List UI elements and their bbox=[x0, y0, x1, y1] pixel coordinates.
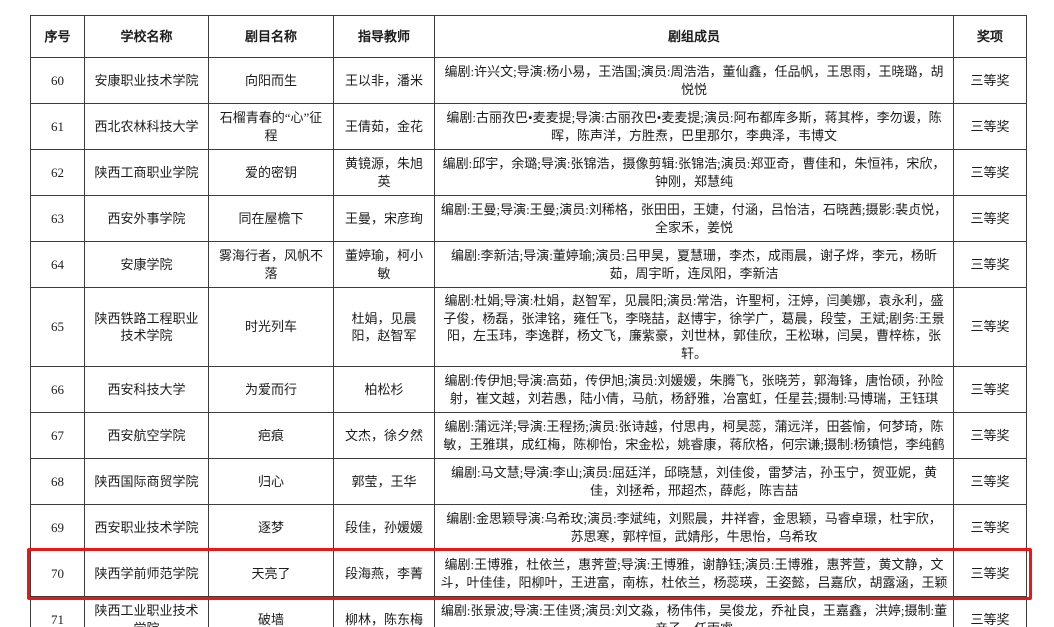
cell-award: 三等奖 bbox=[953, 103, 1027, 150]
cell-award: 三等奖 bbox=[953, 149, 1027, 196]
cell-serial-number: 63 bbox=[30, 195, 85, 242]
cell-crew-members: 编剧:杜娟;导演:杜娟，赵智军，见晨阳;演员:常浩，许聖柯，汪婷，闫美娜，袁永利… bbox=[434, 286, 954, 368]
cell-play-title: 雾海行者，风帆不落 bbox=[208, 241, 334, 288]
cell-award: 三等奖 bbox=[953, 57, 1027, 104]
cell-instructors: 王以非，潘米 bbox=[333, 57, 435, 104]
table-row: 61 西北农林科技大学 石榴青春的“心”征程 王倩茹，金花 编剧:古丽孜巴•麦麦提;导演… bbox=[30, 103, 1027, 150]
cell-play-title: 同在屋檐下 bbox=[208, 195, 334, 242]
cell-crew-members: 编剧:张景波;导演:王佳贤;演员:刘文淼，杨伟伟，吴俊龙，乔祉良，王嘉鑫，洪婷;… bbox=[434, 596, 954, 627]
table-row: 68 陕西国际商贸学院 归心 郭莹，王华 编剧:马文慧;导演:李山;演员:屈廷洋，邱晓慧… bbox=[30, 458, 1027, 506]
cell-school-name: 西安职业技术学院 bbox=[84, 504, 209, 552]
cell-school-name: 西安航空学院 bbox=[84, 412, 209, 460]
cell-instructors: 文杰，徐夕然 bbox=[333, 412, 435, 460]
cell-play-title: 石榴青春的“心”征程 bbox=[208, 103, 334, 150]
header-instructors: 指导教师 bbox=[333, 15, 435, 58]
table-row: 71陕西工业职业技术学院破墙柳林，陈东梅编剧:张景波;导演:王佳贤;演员:刘文淼… bbox=[30, 596, 1027, 627]
cell-award: 三等奖 bbox=[953, 241, 1027, 288]
cell-instructors: 柳林，陈东梅 bbox=[333, 596, 435, 627]
cell-serial-number: 66 bbox=[30, 366, 85, 414]
cell-crew-members: 编剧:古丽孜巴•麦麦提;导演:古丽孜巴•麦麦提;演员:阿布都库多斯，蒋其桦，李勿… bbox=[434, 103, 954, 150]
cell-award: 三等奖 bbox=[953, 458, 1027, 506]
cell-serial-number: 68 bbox=[30, 458, 85, 506]
cell-crew-members: 编剧:蒲远洋;导演:王程扬;演员:张诗越，付思冉，柯昊蕊，蒲远洋，田荟愉，何梦琦… bbox=[434, 412, 954, 460]
cell-play-title: 时光列车 bbox=[208, 286, 334, 368]
cell-school-name: 陕西铁路工程职业技术学院 bbox=[84, 286, 209, 368]
cell-school-name: 陕西国际商贸学院 bbox=[84, 458, 209, 506]
cell-award: 三等奖 bbox=[953, 550, 1027, 598]
cell-crew-members: 编剧:李新洁;导演:董婷瑜;演员:吕甲昊，夏慧珊，李杰，成雨晨，谢子烨，李元，杨… bbox=[434, 241, 954, 288]
cell-play-title: 破墙 bbox=[208, 596, 334, 627]
cell-crew-members: 编剧:金思颖导演:乌希玫;演员:李斌纯，刘熙晨，井祥睿，金思颖，马睿卓璟，杜宇欣… bbox=[434, 504, 954, 552]
header-play-title: 剧目名称 bbox=[208, 15, 334, 58]
cell-award: 三等奖 bbox=[953, 366, 1027, 414]
cell-instructors: 段海燕，李菁 bbox=[333, 550, 435, 598]
cell-award: 三等奖 bbox=[953, 596, 1027, 627]
cell-instructors: 王倩茹，金花 bbox=[333, 103, 435, 150]
cell-play-title: 为爱而行 bbox=[208, 366, 334, 414]
cell-serial-number: 62 bbox=[30, 149, 85, 196]
cell-crew-members: 编剧:王博雅，杜依兰，惠荠萱;导演:王博雅，谢静钰;演员:王博雅，惠荠萱，黄文静… bbox=[434, 550, 954, 598]
cell-play-title: 天亮了 bbox=[208, 550, 334, 598]
cell-instructors: 董婷瑜，柯小敏 bbox=[333, 241, 435, 288]
cell-award: 三等奖 bbox=[953, 286, 1027, 368]
cell-instructors: 杜娟，见晨阳，赵智军 bbox=[333, 286, 435, 368]
cell-serial-number: 65 bbox=[30, 286, 85, 368]
cell-school-name: 陕西学前师范学院 bbox=[84, 550, 209, 598]
table-row: 64 安康学院 雾海行者，风帆不落 董婷瑜，柯小敏 编剧:李新洁;导演:董婷瑜;演员:吕… bbox=[30, 241, 1027, 288]
table-row: 67 西安航空学院 疤痕 文杰，徐夕然 编剧:蒲远洋;导演:王程扬;演员:张诗越，付思冉… bbox=[30, 412, 1027, 460]
cell-school-name: 陕西工商职业学院 bbox=[84, 149, 209, 196]
cell-serial-number: 64 bbox=[30, 241, 85, 288]
table-row: 70 陕西学前师范学院 天亮了 段海燕，李菁 编剧:王博雅，杜依兰，惠荠萱;导演:王博雅… bbox=[30, 550, 1027, 598]
cell-instructors: 段佳，孙媛媛 bbox=[333, 504, 435, 552]
cell-crew-members: 编剧:许兴文;导演:杨小易，王浩国;演员:周浩浩，董仙鑫，任品帆，王思雨，王晓璐… bbox=[434, 57, 954, 104]
cell-play-title: 逐梦 bbox=[208, 504, 334, 552]
cell-crew-members: 编剧:邱宇，余璐;导演:张锦浩，摄像剪辑:张锦浩;演员:郑亚奇，曹佳和，朱恒祎，… bbox=[434, 149, 954, 196]
cell-award: 三等奖 bbox=[953, 412, 1027, 460]
header-school-name: 学校名称 bbox=[84, 15, 209, 58]
cell-serial-number: 70 bbox=[30, 550, 85, 598]
cell-school-name: 安康职业技术学院 bbox=[84, 57, 209, 104]
cell-instructors: 黄镜源，朱旭英 bbox=[333, 149, 435, 196]
table-row: 62 陕西工商职业学院 爱的密钥 黄镜源，朱旭英 编剧:邱宇，余璐;导演:张锦浩，摄像剪… bbox=[30, 149, 1027, 196]
cell-serial-number: 71 bbox=[30, 596, 85, 627]
header-serial-number: 序号 bbox=[30, 15, 85, 58]
awards-table: 序号 学校名称 剧目名称 指导教师 剧组成员 奖项 60 安康职业技术学院 向阳而生… bbox=[30, 15, 1027, 627]
cell-school-name: 西安科技大学 bbox=[84, 366, 209, 414]
cell-instructors: 柏松杉 bbox=[333, 366, 435, 414]
cell-award: 三等奖 bbox=[953, 504, 1027, 552]
header-award: 奖项 bbox=[953, 15, 1027, 58]
cell-serial-number: 67 bbox=[30, 412, 85, 460]
cell-play-title: 爱的密钥 bbox=[208, 149, 334, 196]
cell-serial-number: 69 bbox=[30, 504, 85, 552]
cell-play-title: 归心 bbox=[208, 458, 334, 506]
cell-serial-number: 61 bbox=[30, 103, 85, 150]
table-row: 66 西安科技大学 为爱而行 柏松杉 编剧:传伊旭;导演:高茹，传伊旭;演员:刘媛媛，朱… bbox=[30, 366, 1027, 414]
cell-school-name: 西安外事学院 bbox=[84, 195, 209, 242]
cell-play-title: 疤痕 bbox=[208, 412, 334, 460]
table-row: 65 陕西铁路工程职业技术学院 时光列车 杜娟，见晨阳，赵智军 编剧:杜娟;导演:杜娟，… bbox=[30, 286, 1027, 368]
cell-instructors: 郭莹，王华 bbox=[333, 458, 435, 506]
cell-school-name: 陕西工业职业技术学院 bbox=[84, 596, 209, 627]
cell-instructors: 王曼，宋彦珣 bbox=[333, 195, 435, 242]
cell-crew-members: 编剧:王曼;导演:王曼;演员:刘稀格，张田田，王婕，付涵，吕怡洁，石晓茜;摄影:… bbox=[434, 195, 954, 242]
cell-award: 三等奖 bbox=[953, 195, 1027, 242]
cell-serial-number: 60 bbox=[30, 57, 85, 104]
cell-crew-members: 编剧:马文慧;导演:李山;演员:屈廷洋，邱晓慧，刘佳俊，雷梦洁，孙玉宁，贺亚妮，… bbox=[434, 458, 954, 506]
cell-school-name: 西北农林科技大学 bbox=[84, 103, 209, 150]
table-header-row: 序号 学校名称 剧目名称 指导教师 剧组成员 奖项 bbox=[30, 15, 1027, 58]
table-row: 69 西安职业技术学院 逐梦 段佳，孙媛媛 编剧:金思颖导演:乌希玫;演员:李斌纯，刘熙… bbox=[30, 504, 1027, 552]
cell-school-name: 安康学院 bbox=[84, 241, 209, 288]
table-row: 60 安康职业技术学院 向阳而生 王以非，潘米 编剧:许兴文;导演:杨小易，王浩国;演员… bbox=[30, 57, 1027, 104]
cell-play-title: 向阳而生 bbox=[208, 57, 334, 104]
cell-crew-members: 编剧:传伊旭;导演:高茹，传伊旭;演员:刘媛媛，朱腾飞，张晓芳，郭海锋，唐怡硕，… bbox=[434, 366, 954, 414]
table-row: 63 西安外事学院 同在屋檐下 王曼，宋彦珣 编剧:王曼;导演:王曼;演员:刘稀格，张田… bbox=[30, 195, 1027, 242]
header-crew-members: 剧组成员 bbox=[434, 15, 954, 58]
